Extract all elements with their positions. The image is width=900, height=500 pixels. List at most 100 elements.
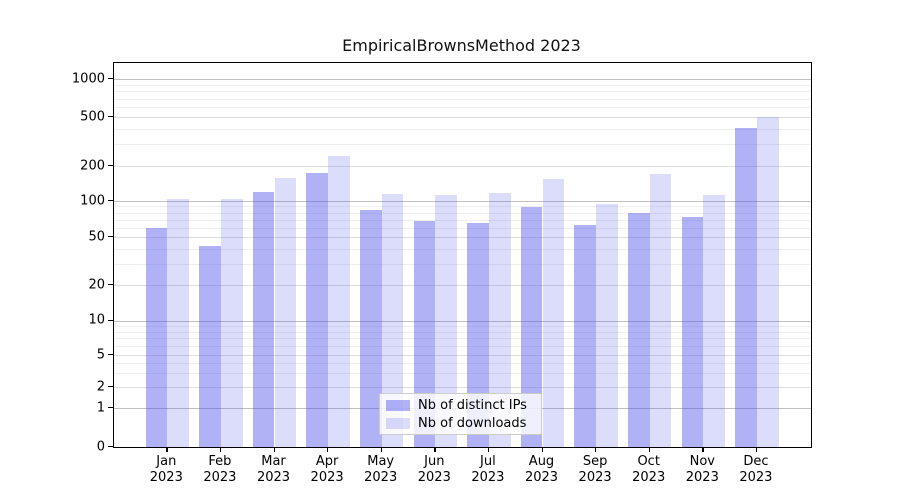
bar-downloads-sep [596, 204, 618, 447]
plot-area [113, 62, 812, 448]
legend-label: Nb of distinct IPs [418, 397, 527, 413]
gridline-minor-labeled [114, 166, 811, 167]
bar-ips-jan [145, 227, 168, 447]
y-tick-mark [108, 386, 113, 388]
x-tick-label-feb: Feb 2023 [203, 454, 237, 486]
x-tick-label-jan: Jan 2023 [149, 454, 183, 486]
gridline-minor [114, 98, 811, 100]
x-tick-mark [541, 447, 543, 452]
bar-ips-mar [252, 192, 275, 447]
bar-downloads-feb [220, 199, 243, 447]
gridline-minor [114, 263, 811, 265]
x-tick-label-jul: Jul 2023 [471, 454, 505, 486]
bar-downloads-mar [274, 178, 297, 447]
x-tick-mark [166, 447, 168, 452]
gridline-minor [114, 144, 811, 146]
gridline-minor-labeled [114, 117, 811, 118]
gridline-minor [114, 128, 811, 130]
x-tick-mark [327, 447, 329, 452]
gridline-minor [114, 338, 811, 340]
x-tick-label-sep: Sep 2023 [578, 454, 612, 486]
x-tick-label-mar: Mar 2023 [256, 454, 291, 486]
legend-row: Nb of distinct IPs [386, 398, 535, 413]
x-tick-label-aug: Aug 2023 [524, 454, 559, 486]
x-tick-mark [434, 447, 436, 452]
bar-downloads-may [381, 194, 404, 447]
x-tick-label-oct: Oct 2023 [632, 454, 666, 486]
y-tick-label-5: 5 [96, 347, 105, 362]
y-tick-mark [108, 165, 113, 167]
x-tick-label-jun: Jun 2023 [417, 454, 451, 486]
gridline-minor-labeled [114, 387, 811, 388]
legend-row: Nb of downloads [386, 416, 535, 431]
gridline-minor [114, 331, 811, 333]
y-tick-label-20: 20 [88, 277, 105, 292]
gridline-major [114, 320, 811, 322]
bar-ips-feb [199, 246, 221, 447]
gridline-minor [114, 227, 811, 229]
bar-ips-apr [306, 172, 329, 447]
y-tick-label-500: 500 [80, 109, 105, 124]
y-tick-mark [108, 78, 113, 80]
y-tick-label-1000: 1000 [71, 71, 105, 86]
y-tick-label-50: 50 [88, 229, 105, 244]
bar-ips-aug [520, 207, 543, 447]
bar-downloads-aug [542, 178, 565, 447]
y-tick-label-200: 200 [80, 158, 105, 173]
gridline-major [114, 201, 811, 202]
x-tick-mark [380, 447, 382, 452]
gridline-minor [114, 325, 811, 327]
bar-downloads-jan [167, 199, 189, 447]
bar-downloads-oct [649, 173, 672, 447]
bar-downloads-apr [328, 156, 350, 447]
x-tick-mark [273, 447, 275, 452]
y-tick-label-1: 1 [96, 400, 105, 415]
legend-swatch-ips [386, 399, 410, 411]
bar-downloads-jul [488, 193, 511, 447]
y-tick-label-0: 0 [96, 439, 105, 454]
gridline-major [114, 79, 811, 80]
gridline-minor [114, 372, 811, 374]
legend-swatch-downloads [386, 417, 410, 429]
bar-ips-sep [574, 225, 597, 447]
y-tick-mark [108, 354, 113, 356]
bar-ips-dec [735, 127, 757, 447]
chart-title: EmpiricalBrownsMethod 2023 [342, 36, 581, 55]
y-tick-mark [108, 200, 113, 202]
y-tick-mark [108, 446, 113, 448]
gridline-minor [114, 248, 811, 250]
y-tick-mark [108, 236, 113, 238]
x-tick-mark [648, 447, 650, 452]
x-tick-label-may: May 2023 [364, 454, 398, 486]
y-tick-mark [108, 284, 113, 286]
bar-ips-oct [628, 213, 650, 447]
x-tick-mark [755, 447, 758, 452]
bar-ips-jun [413, 221, 436, 447]
bar-ips-nov [681, 216, 704, 447]
gridline-minor-labeled [114, 355, 811, 356]
gridline-minor [114, 212, 811, 214]
gridline-minor [114, 345, 811, 347]
x-tick-mark [595, 447, 597, 452]
legend: Nb of distinct IPs Nb of downloads [379, 393, 542, 435]
gridline-minor-labeled [114, 237, 811, 238]
legend-label: Nb of downloads [418, 415, 527, 431]
gridline-minor [114, 84, 811, 86]
x-tick-mark [702, 447, 704, 452]
bar-downloads-nov [703, 195, 725, 447]
y-tick-label-100: 100 [80, 193, 105, 208]
x-tick-label-apr: Apr 2023 [310, 454, 344, 486]
x-tick-mark [219, 447, 222, 452]
y-tick-mark [108, 319, 113, 321]
x-tick-mark [487, 447, 490, 452]
x-tick-label-nov: Nov 2023 [685, 454, 719, 486]
gridline-minor [114, 362, 811, 364]
y-tick-label-10: 10 [88, 312, 105, 328]
y-tick-mark [108, 407, 113, 409]
gridline-minor [114, 219, 811, 221]
bar-ips-may [360, 210, 382, 447]
y-tick-mark [108, 116, 113, 118]
y-tick-label-2: 2 [96, 379, 105, 394]
bar-downloads-dec [756, 117, 779, 447]
